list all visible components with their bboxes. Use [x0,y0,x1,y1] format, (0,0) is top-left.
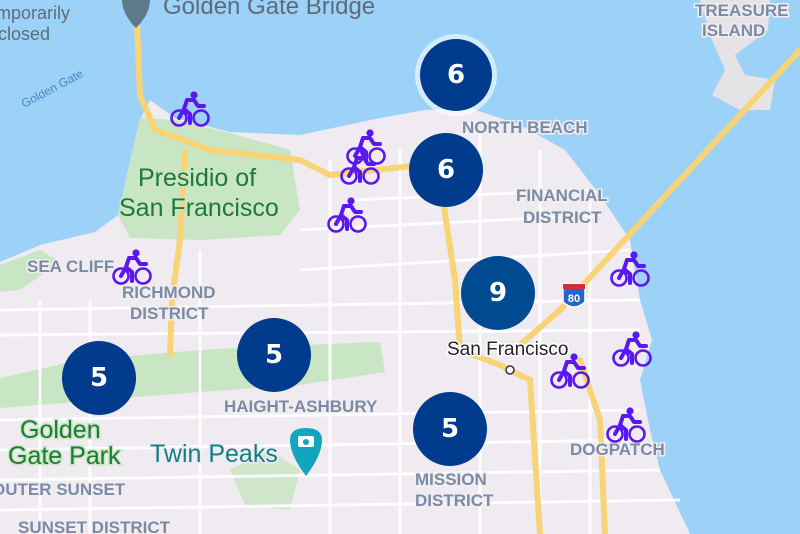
cluster-marker[interactable]: 5 [237,318,311,392]
golden-gate-bridge-pin-icon[interactable] [122,0,150,28]
cluster-count: 5 [265,340,283,370]
label-financial: FINANCIAL [516,186,608,205]
cluster-marker[interactable]: 5 [62,341,136,415]
label-presidio: Presidio of [138,164,256,192]
san-francisco-city-dot [505,365,515,375]
twin-peaks-camera-pin-icon[interactable] [290,428,322,476]
label-richmond-district: DISTRICT [130,304,209,323]
cluster-count: 5 [441,414,459,444]
label-sea-cliff: SEA CLIFF [27,257,114,276]
cluster-marker[interactable]: 5 [413,392,487,466]
cluster-count: 5 [90,363,108,393]
presidio-park [118,118,300,240]
interstate-80-shield: 80 [562,283,586,308]
cluster-count: 6 [437,155,455,185]
highways [133,0,800,534]
label-twin-peaks[interactable]: Twin Peaks [149,439,280,470]
label-san-francisco: San Francisco [447,339,568,360]
label-haight-ashbury: HAIGHT-ASHBURY [224,397,378,416]
cluster-marker[interactable]: 6 [409,133,483,207]
sea-cliff-park [0,250,60,292]
label-treasure: TREASURE [695,1,789,20]
label-richmond: RICHMOND [122,283,216,302]
label-golden-gate-bridge[interactable]: Golden Gate Bridge [162,0,377,22]
label-mission-district: DISTRICT [415,491,494,510]
cluster-marker[interactable]: 6 [415,34,497,116]
label-temporarily: mporarily [0,3,70,23]
treasure-island [700,0,775,110]
interstate-label: 80 [568,293,580,305]
label-gate-park: Gate Park [8,442,121,470]
label-financial-district: DISTRICT [523,208,602,227]
label-mission: MISSION [415,470,487,489]
cluster-count: 6 [447,60,465,90]
label-san-francisco-presidio: San Francisco [119,194,279,222]
label-dogpatch: DOGPATCH [570,440,665,459]
twin-peaks-park [230,450,300,510]
label-golden-gate-park: Golden [20,416,101,444]
label-north-beach: NORTH BEACH [462,118,588,137]
cluster-marker[interactable]: 9 [461,256,535,330]
label-sunset-district: SUNSET DISTRICT [18,518,171,534]
label-closed: closed [0,24,50,44]
cluster-count: 9 [489,278,507,308]
label-island: ISLAND [702,21,765,40]
label-outer-sunset: OUTER SUNSET [0,480,126,499]
